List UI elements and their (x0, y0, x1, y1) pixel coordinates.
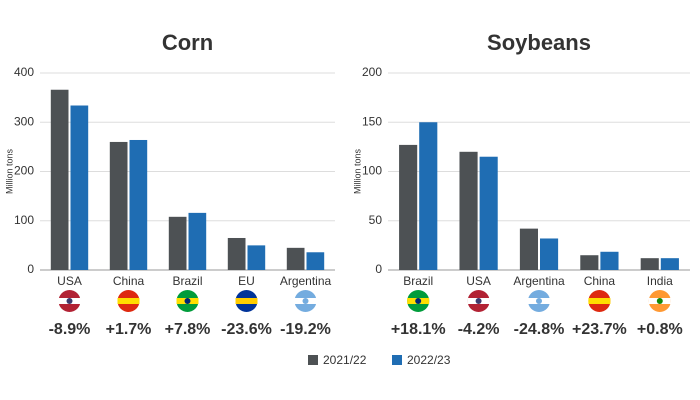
x-tick-label: Argentina (513, 274, 565, 288)
flag-stripe (117, 298, 140, 304)
flag-emblem (415, 298, 422, 304)
y-tick-label: 150 (362, 114, 382, 128)
bar (419, 122, 438, 270)
change-label: -19.2% (280, 321, 331, 338)
chart-title: Corn (162, 30, 213, 55)
y-axis-label: Million tons (352, 148, 362, 194)
bar (109, 141, 128, 270)
bar (660, 258, 679, 270)
bar (640, 258, 659, 270)
bar (479, 156, 498, 270)
bar (129, 139, 148, 270)
bar (600, 251, 619, 270)
change-label: +7.8% (165, 321, 211, 338)
bar (50, 89, 69, 271)
bar (306, 252, 325, 270)
bar (188, 212, 207, 270)
flag-emblem (656, 298, 663, 304)
bar (227, 237, 246, 270)
legend-swatch (308, 355, 318, 365)
x-tick-label: India (647, 274, 673, 288)
chart-title: Soybeans (487, 30, 591, 55)
y-tick-label: 200 (362, 65, 382, 79)
y-tick-label: 0 (375, 262, 382, 276)
bar (247, 245, 266, 270)
flag-emblem (475, 298, 482, 304)
x-tick-label: Brazil (403, 274, 433, 288)
x-tick-label: Argentina (280, 274, 332, 288)
y-tick-label: 100 (14, 213, 34, 227)
x-tick-label: USA (466, 274, 491, 288)
legend-label: 2021/22 (323, 353, 367, 367)
bar (286, 247, 305, 270)
change-label: -23.6% (221, 321, 272, 338)
change-label: +18.1% (391, 321, 446, 338)
y-tick-label: 0 (27, 262, 34, 276)
legend-swatch (392, 355, 402, 365)
change-label: +0.8% (637, 321, 683, 338)
y-tick-label: 50 (369, 213, 383, 227)
bar (580, 255, 599, 270)
y-tick-label: 300 (14, 114, 34, 128)
bar (70, 105, 89, 270)
y-tick-label: 100 (362, 164, 382, 178)
flag-stripe (235, 298, 258, 304)
flag-emblem (66, 298, 73, 304)
flag-emblem (536, 298, 542, 304)
flag-emblem (184, 298, 191, 304)
change-label: +23.7% (572, 321, 627, 338)
change-label: +1.7% (106, 321, 152, 338)
x-tick-label: Brazil (172, 274, 202, 288)
flag-emblem (302, 298, 309, 304)
y-axis-label: Million tons (4, 148, 14, 194)
bar (519, 228, 538, 270)
change-label: -8.9% (49, 321, 91, 338)
x-tick-label: USA (57, 274, 82, 288)
bar (399, 144, 418, 270)
legend-label: 2022/23 (407, 353, 451, 367)
y-tick-label: 400 (14, 65, 34, 79)
bar (168, 216, 187, 270)
change-label: -24.8% (514, 321, 565, 338)
bar (459, 151, 478, 270)
flag-stripe (588, 298, 611, 304)
x-tick-label: China (113, 274, 145, 288)
y-tick-label: 200 (14, 164, 34, 178)
x-tick-label: China (584, 274, 616, 288)
bar (540, 238, 559, 270)
x-tick-label: EU (238, 274, 255, 288)
change-label: -4.2% (458, 321, 500, 338)
